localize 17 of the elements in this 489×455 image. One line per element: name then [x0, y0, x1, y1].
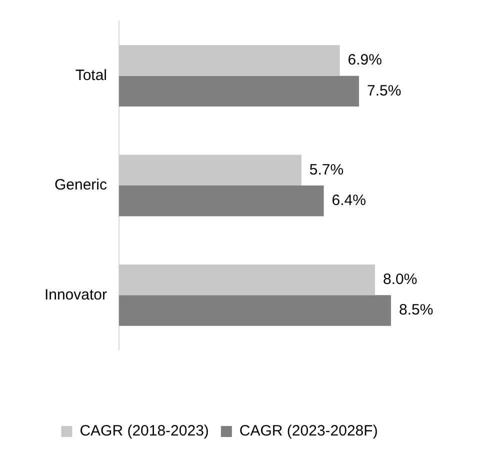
- legend-label: CAGR (2018-2023): [80, 422, 209, 440]
- bar: [119, 45, 340, 76]
- data-label: 5.7%: [309, 161, 344, 178]
- y-tick-label: Total: [75, 66, 107, 84]
- y-tick-label: Innovator: [44, 286, 107, 304]
- data-label: 6.9%: [348, 52, 382, 69]
- data-label: 6.4%: [332, 192, 366, 209]
- data-label: 8.0%: [383, 270, 418, 288]
- bar: [119, 76, 359, 107]
- bar: [119, 186, 324, 216]
- data-label: 7.5%: [367, 82, 402, 100]
- bar: [119, 154, 302, 186]
- data-label: 8.5%: [399, 302, 434, 319]
- legend-label: CAGR (2023-2028F): [239, 422, 378, 440]
- y-tick-label: Generic: [54, 176, 108, 194]
- bar: [119, 264, 375, 296]
- bar: [119, 295, 391, 326]
